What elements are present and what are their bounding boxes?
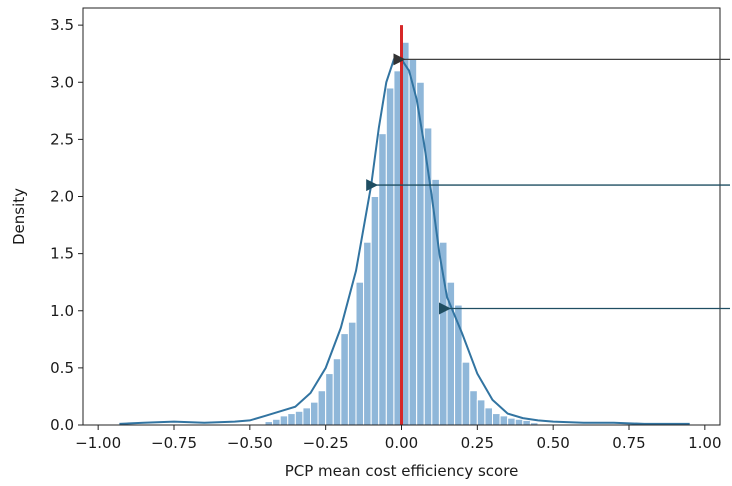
histogram-bar [484, 407, 493, 426]
histogram-bar [355, 281, 365, 426]
histogram-bar [385, 87, 395, 426]
histogram-bar [363, 241, 372, 426]
histogram-bar [522, 419, 531, 426]
histogram-bar [507, 417, 516, 426]
x-tick-label: −0.25 [303, 434, 349, 452]
histogram-bar [332, 358, 342, 426]
x-tick-label: 0.75 [612, 434, 645, 452]
x-axis-ticks: −1.00 −0.75 −0.50 −0.25 0.00 0.25 0.50 0.75 1.00 [75, 425, 722, 452]
histogram-bar [317, 390, 327, 426]
y-axis-label: Density [10, 188, 28, 245]
annotation-arrows [366, 53, 730, 315]
x-tick-label: −1.00 [75, 434, 121, 452]
histogram-bar [378, 133, 387, 426]
histogram-bar [499, 415, 509, 426]
histogram-bar [325, 373, 334, 426]
x-axis-label: PCP mean cost efficiency score [285, 462, 519, 480]
histogram-bar [408, 58, 418, 426]
histogram-bar [264, 421, 274, 426]
histogram-bar [347, 321, 357, 426]
x-tick-label: 0.50 [536, 434, 569, 452]
histogram-bar [279, 415, 289, 426]
y-tick-label: 1.0 [50, 302, 74, 320]
y-tick-label: 3.0 [50, 73, 74, 91]
y-axis-ticks: 0.0 0.5 1.0 1.5 2.0 2.5 3.0 3.5 [50, 16, 83, 434]
y-tick-label: 0.0 [50, 416, 74, 434]
x-tick-label: 1.00 [688, 434, 721, 452]
x-tick-label: −0.50 [227, 434, 273, 452]
histogram-bar [302, 407, 311, 426]
histogram-bar [514, 418, 524, 426]
y-tick-label: 1.5 [50, 245, 74, 263]
y-tick-label: 0.5 [50, 359, 74, 377]
histogram-bar [287, 413, 296, 426]
histogram-bar [370, 196, 380, 426]
histogram-bar [340, 333, 349, 426]
y-tick-label: 3.5 [50, 16, 74, 34]
histogram-bar [469, 390, 478, 426]
histogram-bar [492, 413, 501, 426]
histogram-bar [461, 361, 471, 426]
x-tick-label: 0.00 [385, 434, 418, 452]
histogram-bar [431, 178, 440, 426]
y-tick-label: 2.5 [50, 130, 74, 148]
histogram-bar [294, 410, 304, 426]
x-tick-label: 0.25 [461, 434, 494, 452]
histogram-bar [310, 401, 319, 426]
histogram-bar [476, 399, 486, 426]
histogram-bars [264, 41, 539, 426]
histogram-bar [272, 418, 281, 426]
x-tick-label: −0.75 [151, 434, 197, 452]
y-tick-label: 2.0 [50, 188, 74, 206]
